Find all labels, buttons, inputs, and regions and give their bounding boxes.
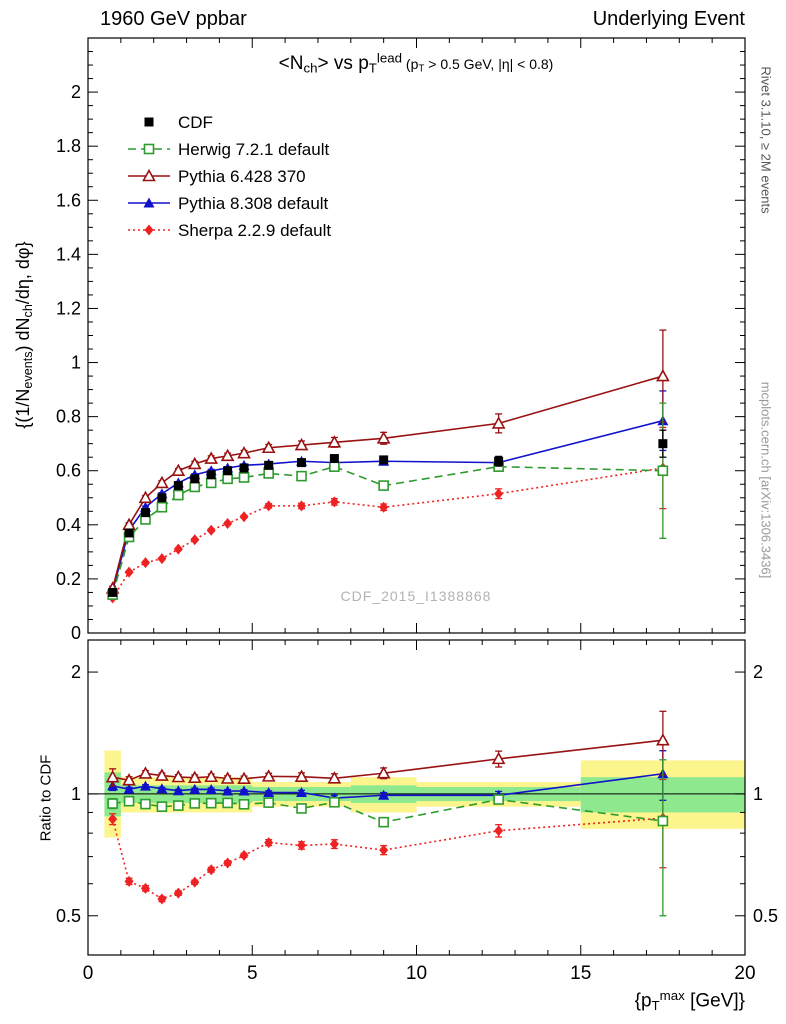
svg-text:0.6: 0.6 [56, 461, 81, 481]
svg-text:0: 0 [71, 623, 81, 643]
ratio-y-axis-label: Ratio to CDF [37, 754, 55, 842]
legend: CDF Herwig 7.2.1 default Pythia 6.428 370 P… [128, 113, 331, 240]
mcplots-citation: mcplots.cern.ch [arXiv:1306.3436] [758, 381, 774, 579]
svg-text:15: 15 [570, 963, 591, 984]
svg-text:1.4: 1.4 [56, 244, 81, 264]
analysis-id-watermark: CDF_2015_I1388868 [340, 588, 492, 604]
svg-text:0.5: 0.5 [753, 906, 778, 926]
svg-text:0.2: 0.2 [56, 569, 81, 589]
series-pythia-8-308-default-ratio [107, 750, 669, 803]
svg-text:1.8: 1.8 [56, 136, 81, 156]
plot-title-main: <Nch> vs pTlead [278, 50, 403, 75]
rivet-version-note: Rivet 3.1.10, ≥ 2M events [758, 66, 774, 214]
beam-energy-label: 1960 GeV ppbar [100, 8, 247, 30]
svg-text:1.2: 1.2 [56, 298, 81, 318]
series-sherpa-2-2-9-default-ratio [108, 778, 668, 905]
x-axis-label: {pTmax [GeV]} [634, 988, 745, 1013]
analysis-group-label: Underlying Event [592, 8, 745, 30]
svg-text:2: 2 [71, 662, 81, 682]
series-pythia-8-308-default-main [107, 390, 669, 596]
svg-text:Pythia 8.308 default: Pythia 8.308 default [178, 194, 329, 213]
svg-text:20: 20 [734, 963, 755, 984]
svg-text:0.8: 0.8 [56, 407, 81, 427]
series-herwig-7-2-1-default-main [107, 402, 669, 600]
svg-text:1.6: 1.6 [56, 190, 81, 210]
plot-title-condition: (pT > 0.5 GeV, |η| < 0.8) [402, 55, 554, 75]
svg-text:Pythia 6.428 370: Pythia 6.428 370 [178, 167, 306, 186]
svg-text:0: 0 [83, 963, 94, 984]
axis-ticks [87, 38, 746, 955]
svg-text:2: 2 [753, 662, 763, 682]
svg-text:1: 1 [753, 784, 763, 804]
svg-text:1: 1 [71, 784, 81, 804]
svg-text:5: 5 [247, 963, 258, 984]
series-cdf-main [108, 429, 668, 597]
series-pythia-6-428-370-ratio [105, 710, 670, 787]
ratio-uncertainty-bands [88, 750, 745, 838]
axis-tick-labels: 00.20.40.60.811.21.41.61.820.5 0.51 12 20 5 1… [56, 82, 778, 984]
svg-text:1: 1 [71, 353, 81, 373]
plot-title: <Nch> vs pTlead (pT > 0.5 GeV, |η| < 0.8… [279, 50, 554, 75]
svg-text:Sherpa 2.2.9 default: Sherpa 2.2.9 default [178, 221, 331, 240]
series-sherpa-2-2-9-default-main [108, 426, 668, 604]
svg-text:10: 10 [406, 963, 427, 984]
svg-text:CDF: CDF [178, 113, 213, 132]
svg-text:0.5: 0.5 [56, 906, 81, 926]
series-herwig-7-2-1-default-ratio [107, 759, 669, 917]
svg-text:Herwig 7.2.1 default: Herwig 7.2.1 default [178, 140, 329, 159]
svg-text:2: 2 [71, 82, 81, 102]
main-y-axis-label: {(1/Nevents) dNch/dη, dφ} [12, 241, 36, 429]
svg-text:0.4: 0.4 [56, 515, 81, 535]
